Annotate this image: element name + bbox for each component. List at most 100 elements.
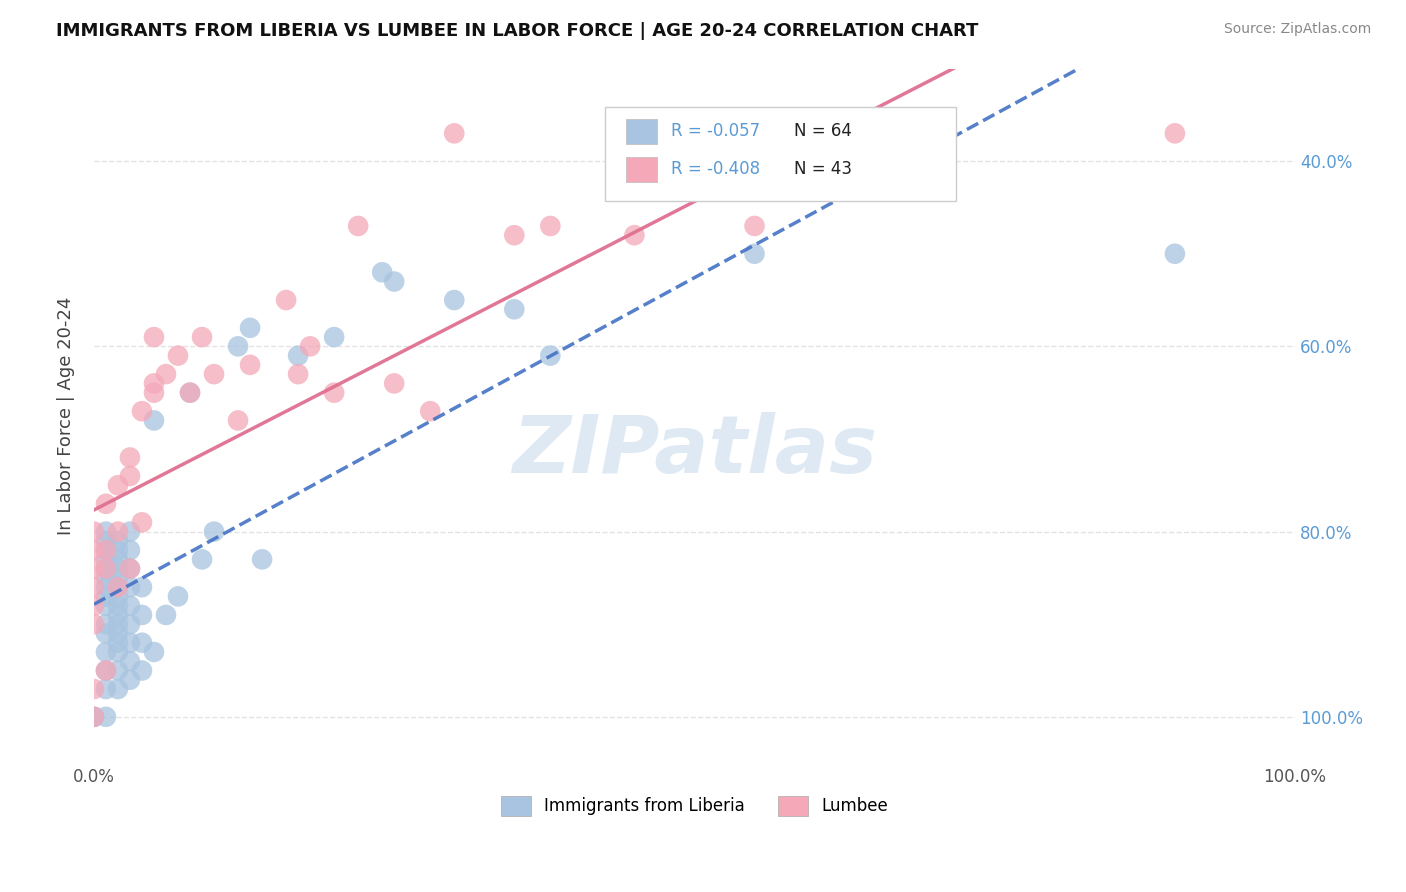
Point bbox=[94, 590, 117, 604]
Point bbox=[83, 710, 105, 724]
Point bbox=[419, 404, 441, 418]
Point bbox=[239, 358, 262, 372]
Point bbox=[83, 580, 105, 594]
Point bbox=[191, 330, 214, 344]
Point bbox=[94, 710, 117, 724]
Point bbox=[94, 645, 117, 659]
Point bbox=[744, 246, 766, 260]
Legend: Immigrants from Liberia, Lumbee: Immigrants from Liberia, Lumbee bbox=[492, 788, 897, 824]
Point bbox=[118, 580, 141, 594]
Point bbox=[250, 552, 273, 566]
Point bbox=[83, 681, 105, 696]
Point bbox=[83, 710, 105, 724]
Point bbox=[107, 478, 129, 492]
Point bbox=[107, 626, 129, 640]
Point bbox=[118, 561, 141, 575]
Point bbox=[143, 645, 166, 659]
Point bbox=[323, 330, 346, 344]
Point bbox=[107, 681, 129, 696]
Point bbox=[83, 710, 105, 724]
Point bbox=[538, 219, 561, 233]
Point bbox=[443, 293, 465, 307]
Point bbox=[107, 552, 129, 566]
Point bbox=[443, 126, 465, 140]
Point bbox=[107, 645, 129, 659]
Point bbox=[107, 533, 129, 548]
Point bbox=[167, 590, 190, 604]
Point bbox=[623, 228, 645, 243]
Point bbox=[131, 580, 153, 594]
Point bbox=[131, 516, 153, 530]
Point bbox=[107, 543, 129, 558]
Point bbox=[107, 664, 129, 678]
Text: N = 43: N = 43 bbox=[794, 161, 852, 178]
Point bbox=[107, 590, 129, 604]
Point bbox=[179, 385, 201, 400]
Point bbox=[1164, 126, 1187, 140]
Point bbox=[118, 524, 141, 539]
Text: Source: ZipAtlas.com: Source: ZipAtlas.com bbox=[1223, 22, 1371, 37]
Point bbox=[155, 367, 177, 381]
Point bbox=[118, 543, 141, 558]
Point bbox=[274, 293, 297, 307]
Text: R = -0.408: R = -0.408 bbox=[671, 161, 759, 178]
Point bbox=[118, 636, 141, 650]
Point bbox=[347, 219, 370, 233]
Point bbox=[94, 681, 117, 696]
Point bbox=[167, 349, 190, 363]
Point bbox=[118, 469, 141, 483]
Point bbox=[94, 664, 117, 678]
Point bbox=[118, 654, 141, 668]
Point bbox=[503, 228, 526, 243]
Point bbox=[83, 561, 105, 575]
Point bbox=[107, 607, 129, 622]
Text: N = 64: N = 64 bbox=[794, 122, 852, 140]
Point bbox=[1164, 246, 1187, 260]
Point bbox=[107, 580, 129, 594]
Point bbox=[299, 339, 322, 353]
Point bbox=[179, 385, 201, 400]
Point bbox=[94, 626, 117, 640]
Point bbox=[94, 571, 117, 585]
Point bbox=[287, 367, 309, 381]
Y-axis label: In Labor Force | Age 20-24: In Labor Force | Age 20-24 bbox=[58, 297, 75, 535]
Point bbox=[94, 543, 117, 558]
Point bbox=[131, 404, 153, 418]
Point bbox=[94, 580, 117, 594]
Point bbox=[118, 673, 141, 687]
Point bbox=[107, 580, 129, 594]
Point bbox=[118, 599, 141, 613]
Point bbox=[744, 219, 766, 233]
Point bbox=[107, 617, 129, 632]
Point bbox=[131, 636, 153, 650]
Point bbox=[107, 561, 129, 575]
Point bbox=[94, 617, 117, 632]
Point bbox=[143, 376, 166, 391]
Point bbox=[191, 552, 214, 566]
Point bbox=[94, 524, 117, 539]
Text: IMMIGRANTS FROM LIBERIA VS LUMBEE IN LABOR FORCE | AGE 20-24 CORRELATION CHART: IMMIGRANTS FROM LIBERIA VS LUMBEE IN LAB… bbox=[56, 22, 979, 40]
Point bbox=[94, 561, 117, 575]
Point bbox=[94, 561, 117, 575]
Point bbox=[107, 599, 129, 613]
Point bbox=[107, 571, 129, 585]
Point bbox=[107, 636, 129, 650]
Point bbox=[382, 376, 405, 391]
Point bbox=[143, 385, 166, 400]
Point bbox=[226, 339, 249, 353]
Point bbox=[94, 599, 117, 613]
Point bbox=[118, 450, 141, 465]
Point bbox=[503, 302, 526, 317]
Point bbox=[323, 385, 346, 400]
Text: R = -0.057: R = -0.057 bbox=[671, 122, 759, 140]
Point bbox=[202, 367, 225, 381]
Point bbox=[83, 543, 105, 558]
Point bbox=[94, 543, 117, 558]
Point bbox=[131, 664, 153, 678]
Text: ZIPatlas: ZIPatlas bbox=[512, 411, 877, 490]
Point bbox=[202, 524, 225, 539]
Point bbox=[94, 552, 117, 566]
Point bbox=[107, 524, 129, 539]
Point bbox=[118, 561, 141, 575]
Point bbox=[143, 330, 166, 344]
